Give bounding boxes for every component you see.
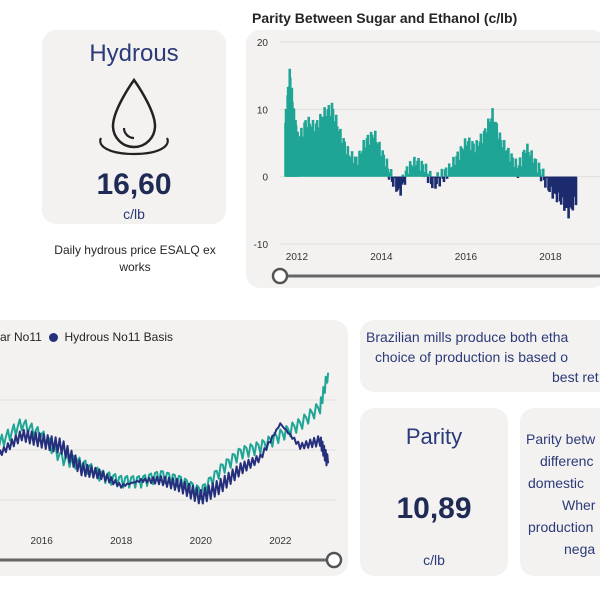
series-line-1 — [0, 422, 330, 505]
parity-bar — [574, 176, 578, 206]
parity-bar — [382, 154, 386, 177]
legend-dot-hydrous — [49, 333, 59, 342]
parity-bar — [426, 176, 430, 183]
legend-item-sugar: ar No11 — [0, 330, 42, 344]
parity-desc-text: Parity betw differenc domestic Wher prod… — [526, 428, 595, 560]
parity-bar — [387, 176, 391, 180]
parity-bar — [400, 176, 404, 185]
parity-bar — [449, 167, 452, 177]
parity-bar — [425, 173, 429, 177]
parity-bar — [403, 176, 407, 185]
parity-bar — [435, 176, 438, 184]
parity-bar — [401, 174, 405, 177]
hydrous-unit: c/lb — [123, 206, 145, 222]
parity-desc-line5: production — [528, 519, 594, 535]
parity-bar — [440, 168, 444, 177]
series-line-0 — [0, 372, 330, 500]
parity-bar — [439, 176, 443, 178]
parity-bar — [534, 159, 538, 177]
parity-bar — [548, 176, 551, 193]
parity-area-chart: 20 10 0 -10 2012 2014 2016 2018 — [254, 38, 600, 285]
x-tick-label: 2016 — [455, 252, 478, 263]
hydrous-caption-line1: Daily hydrous price ESALQ ex — [54, 243, 216, 257]
parity-bar — [391, 176, 395, 187]
price-line-chart: 2016 2018 2020 2022 — [0, 372, 343, 569]
parity-bar — [436, 172, 439, 177]
price-line-chart-card: ar No11 Hydrous No11 Basis 2016 2018 2020 2… — [0, 320, 348, 576]
parity-desc-card: Parity betw differenc domestic Wher prod… — [520, 408, 600, 576]
parity-bar — [399, 176, 402, 196]
legend-item-hydrous: Hydrous No11 Basis — [64, 330, 174, 344]
info-text-line2: choice of production is based o — [375, 349, 569, 365]
parity-bar — [544, 176, 547, 188]
line-chart-legend: ar No11 Hydrous No11 Basis — [0, 330, 173, 344]
parity-desc-line4: Wher — [562, 497, 596, 513]
water-drop-icon — [95, 76, 173, 160]
parity-bar — [354, 156, 358, 177]
parity-desc-line3: domestic — [528, 475, 585, 491]
parity-bar — [389, 169, 393, 177]
parity-bar — [405, 166, 409, 177]
info-text-line1: Brazilian mills produce both etha — [366, 329, 569, 345]
parity-value: 10,89 — [396, 492, 472, 525]
x-tick-label: 2012 — [286, 252, 309, 263]
parity-bar — [385, 158, 389, 177]
x-tick-label: 2014 — [370, 252, 393, 263]
parity-title: Parity — [405, 424, 463, 449]
parity-bar — [417, 158, 420, 177]
parity-chart-card: 20 10 0 -10 2012 2014 2016 2018 — [246, 30, 600, 288]
parity-bar — [552, 176, 556, 194]
parity-bar — [431, 176, 434, 189]
x-tick-label: 2020 — [190, 536, 213, 547]
parity-bar — [396, 176, 399, 191]
parity-bar — [422, 176, 426, 178]
parity-bar — [409, 164, 413, 177]
info-text: Brazilian mills produce both etha choice… — [366, 327, 600, 387]
parity-bar — [514, 158, 518, 177]
hydrous-card: Hydrous 16,60 c/lb — [42, 30, 226, 224]
parity-bar — [444, 167, 448, 177]
info-text-line3: best ret — [552, 369, 599, 385]
parity-bar — [438, 176, 442, 187]
hydrous-caption: Daily hydrous price ESALQ ex works — [40, 242, 230, 276]
parity-bar — [539, 176, 543, 182]
parity-bar — [386, 168, 390, 177]
parity-bar — [538, 169, 542, 177]
parity-bar — [511, 157, 514, 177]
parity-bar — [545, 176, 548, 179]
x-tick-label: 2018 — [110, 536, 133, 547]
parity-bar — [428, 170, 432, 177]
parity-unit: c/lb — [423, 552, 445, 568]
parity-bar — [442, 176, 446, 183]
parity-bar — [516, 176, 520, 178]
parity-bar — [445, 176, 449, 179]
parity-card: Parity 10,89 c/lb — [360, 408, 508, 576]
parity-desc-line6: nega — [564, 541, 596, 557]
parity-desc-line2: differenc — [540, 453, 594, 469]
slider-handle-right[interactable] — [325, 551, 343, 569]
hydrous-caption-line2: works — [119, 260, 151, 274]
parity-bar — [424, 163, 428, 177]
y-tick-label: 0 — [262, 173, 268, 184]
hydrous-value: 16,60 — [96, 168, 172, 201]
y-tick-label: 10 — [257, 105, 269, 116]
y-tick-label: -10 — [254, 240, 269, 251]
parity-bar — [541, 168, 545, 177]
parity-bar — [515, 168, 519, 177]
parity-desc-line1: Parity betw — [526, 431, 596, 447]
parity-bar — [421, 164, 425, 177]
info-card: Brazilian mills produce both etha choice… — [360, 320, 600, 392]
slider-handle-left[interactable] — [271, 267, 289, 285]
hydrous-title: Hydrous — [89, 40, 179, 67]
x-tick-label: 2022 — [269, 536, 292, 547]
parity-chart-title: Parity Between Sugar and Ethanol (c/lb) — [252, 10, 518, 26]
x-tick-label: 2018 — [539, 252, 562, 263]
parity-bar — [393, 176, 396, 177]
x-tick-label: 2016 — [31, 536, 54, 547]
y-tick-label: 20 — [257, 38, 269, 49]
